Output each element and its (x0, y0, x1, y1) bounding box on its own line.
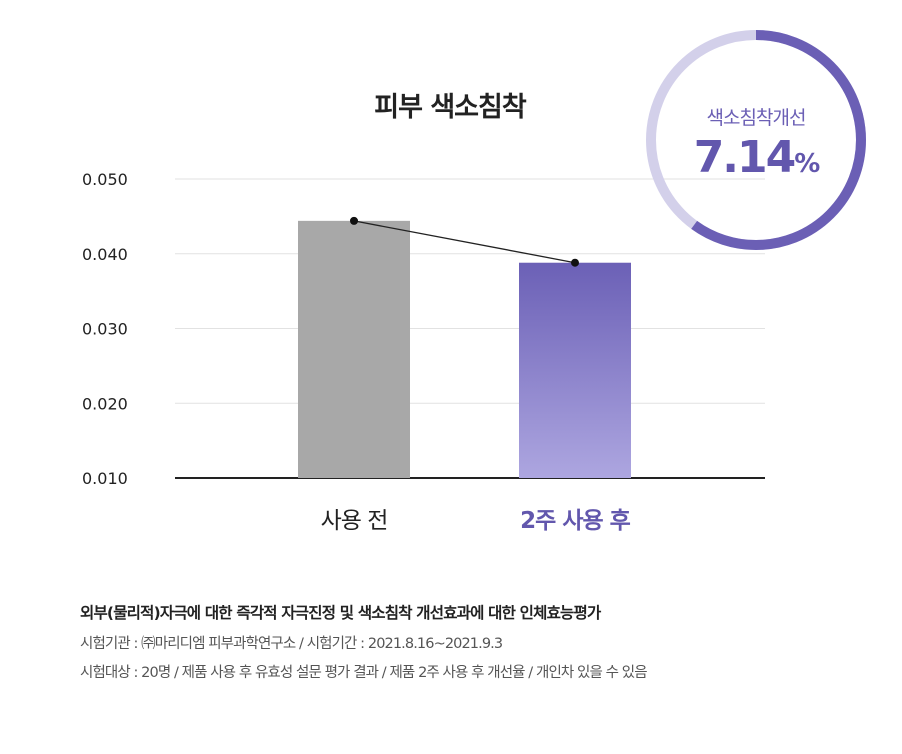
y-tick-label: 0.050 (82, 170, 128, 189)
notes-line-subjects: 시험대상 : 20명 / 제품 사용 후 유효성 설문 평가 결과 / 제품 2… (80, 665, 648, 681)
x-tick-label: 사용 전 (321, 508, 388, 534)
badge-unit: % (794, 149, 820, 179)
study-notes: 외부(물리적)자극에 대한 즉각적 자극진정 및 색소침착 개선효과에 대한 인… (80, 601, 648, 690)
y-tick-label: 0.020 (82, 394, 128, 413)
y-tick-label: 0.010 (82, 469, 128, 488)
badge-label: 색소침착개선 (706, 107, 807, 129)
y-tick-label: 0.030 (82, 320, 128, 339)
notes-line-institution: 시험기관 : ㈜마리디엠 피부과학연구소 / 시험기간 : 2021.8.16~… (80, 636, 503, 652)
chart-title: 피부 색소침착 (374, 92, 526, 123)
ring-progress (646, 30, 866, 250)
data-point (350, 216, 358, 225)
data-point (571, 258, 579, 267)
badge-number: 7.14 (693, 132, 797, 183)
bar-before (298, 220, 410, 479)
badge-value: 7.14% (660, 132, 852, 183)
trend-line (353, 220, 576, 264)
bar-after (519, 262, 631, 478)
y-tick-label: 0.040 (82, 245, 128, 264)
x-tick-label: 2주 사용 후 (520, 508, 630, 534)
notes-title: 외부(물리적)자극에 대한 즉각적 자극진정 및 색소침착 개선효과에 대한 인… (80, 604, 601, 622)
